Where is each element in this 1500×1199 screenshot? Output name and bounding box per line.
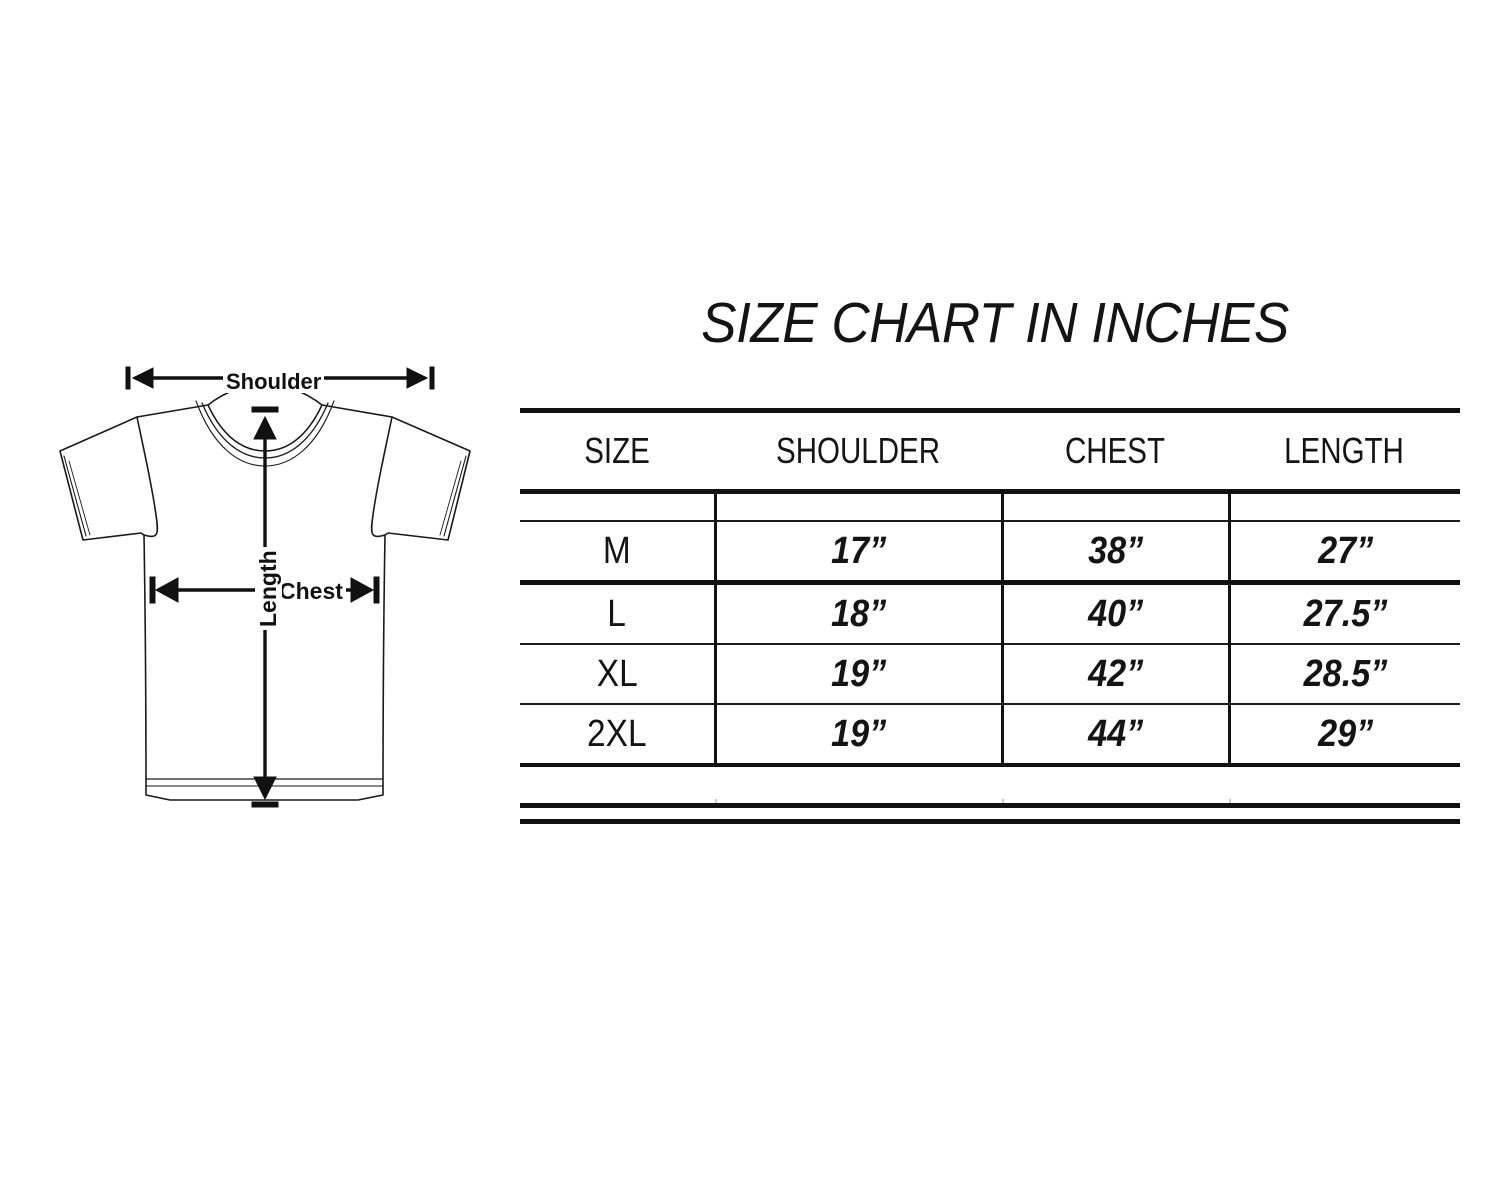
cell-chest-value: 42” bbox=[1087, 652, 1144, 695]
cell-size-value: XL bbox=[596, 652, 638, 695]
cell-length-value: 27.5” bbox=[1303, 592, 1388, 635]
table-spacer-row bbox=[520, 491, 1460, 522]
cell-shoulder: 18” bbox=[713, 582, 1002, 645]
chart-title: SIZE CHART IN INCHES bbox=[701, 291, 1289, 355]
table-trailing-blank-row bbox=[520, 765, 1460, 824]
table-row: 2XL 19” 44” 29” bbox=[520, 704, 1460, 767]
cell-chest: 40” bbox=[1000, 582, 1229, 645]
length-label: Length bbox=[255, 547, 282, 630]
cell-length: 27” bbox=[1227, 521, 1460, 585]
cell-chest: 38” bbox=[1000, 521, 1229, 585]
blank-cell-chest bbox=[1002, 765, 1229, 824]
cell-shoulder: 19” bbox=[713, 644, 1002, 705]
cell-length: 28.5” bbox=[1227, 644, 1460, 705]
cell-length-value: 28.5” bbox=[1303, 652, 1388, 695]
cell-chest-value: 44” bbox=[1087, 712, 1144, 755]
cell-length-value: 27” bbox=[1317, 529, 1373, 572]
cell-chest-value: 38” bbox=[1087, 529, 1144, 572]
blank-cell-length bbox=[1229, 765, 1460, 824]
footer-tick bbox=[1229, 799, 1231, 803]
column-header-length: LENGTH bbox=[1229, 408, 1460, 494]
column-header-shoulder-label: SHOULDER bbox=[776, 430, 941, 471]
cell-size: XL bbox=[520, 644, 715, 705]
spacer-cell-size bbox=[520, 491, 715, 522]
column-header-size: SIZE bbox=[520, 408, 715, 494]
cell-shoulder: 19” bbox=[713, 704, 1002, 767]
cell-size: M bbox=[520, 521, 715, 585]
t-shirt-measurement-diagram: Shoulder Chest Length bbox=[40, 355, 510, 835]
spacer-cell-shoulder bbox=[713, 491, 1002, 522]
cell-shoulder-value: 18” bbox=[830, 592, 887, 635]
size-chart-panel: SIZE CHART IN INCHES SIZE SHOULDER CHEST… bbox=[520, 290, 1470, 824]
cell-length-value: 29” bbox=[1317, 712, 1373, 755]
table-footer-rule bbox=[520, 803, 1460, 808]
cell-chest: 44” bbox=[1000, 704, 1229, 767]
cell-shoulder-value: 19” bbox=[830, 712, 887, 755]
table-header: SIZE SHOULDER CHEST LENGTH bbox=[520, 408, 1460, 494]
footer-tick bbox=[1002, 799, 1004, 803]
table-row: L 18” 40” 27.5” bbox=[520, 582, 1460, 645]
table-row: M 17” 38” 27” bbox=[520, 521, 1460, 585]
column-header-chest: CHEST bbox=[1002, 408, 1229, 494]
cell-shoulder: 17” bbox=[713, 521, 1002, 585]
shoulder-label: Shoulder bbox=[223, 371, 325, 393]
cell-shoulder-value: 17” bbox=[830, 529, 887, 572]
chest-label: Chest bbox=[276, 580, 346, 603]
column-header-shoulder: SHOULDER bbox=[715, 408, 1002, 494]
table-body: M 17” 38” 27” L 18” bbox=[520, 491, 1460, 824]
cell-size-value: 2XL bbox=[586, 712, 647, 755]
cell-shoulder-value: 19” bbox=[830, 652, 887, 695]
column-header-size-label: SIZE bbox=[584, 430, 651, 471]
cell-size-value: M bbox=[602, 529, 631, 572]
blank-cell-shoulder bbox=[715, 765, 1002, 824]
spacer-cell-chest bbox=[1000, 491, 1229, 522]
cell-size: 2XL bbox=[520, 704, 715, 767]
spacer-cell-length bbox=[1227, 491, 1460, 522]
cell-size: L bbox=[520, 582, 715, 645]
column-header-length-label: LENGTH bbox=[1284, 430, 1405, 471]
size-chart-table: SIZE SHOULDER CHEST LENGTH bbox=[520, 408, 1460, 824]
cell-length: 29” bbox=[1227, 704, 1460, 767]
table-row: XL 19” 42” 28.5” bbox=[520, 644, 1460, 705]
column-header-chest-label: CHEST bbox=[1065, 430, 1166, 471]
cell-length: 27.5” bbox=[1227, 582, 1460, 645]
footer-tick bbox=[715, 799, 717, 803]
length-dimension-arrow bbox=[251, 406, 279, 808]
blank-cell-size bbox=[520, 765, 715, 824]
cell-size-value: L bbox=[607, 592, 627, 635]
cell-chest-value: 40” bbox=[1087, 592, 1144, 635]
header-row: SIZE SHOULDER CHEST LENGTH bbox=[520, 408, 1460, 494]
cell-chest: 42” bbox=[1000, 644, 1229, 705]
